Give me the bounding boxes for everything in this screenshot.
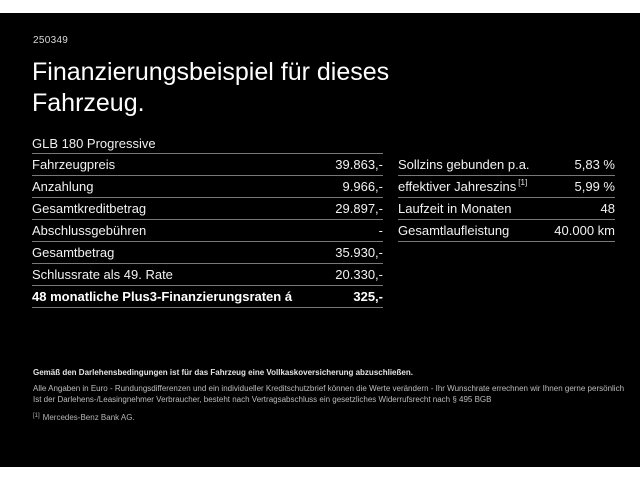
finance-row: Gesamtkreditbetrag 29.897,- bbox=[32, 198, 383, 220]
finance-row-value: 39.863,- bbox=[335, 157, 383, 172]
finance-row-label: Abschlussgebühren bbox=[32, 223, 147, 238]
finance-row-label: Gesamtkreditbetrag bbox=[32, 201, 147, 216]
condition-row: Sollzins gebunden p.a. 5,83 % bbox=[398, 154, 615, 176]
footnote-marker: [1] bbox=[33, 413, 40, 419]
finance-row-value: 29.897,- bbox=[335, 201, 383, 216]
page-title-line1: Finanzierungsbeispiel für dieses bbox=[32, 58, 390, 86]
finance-row: Anzahlung 9.966,- bbox=[32, 176, 383, 198]
condition-row-value: 40.000 km bbox=[554, 223, 615, 238]
finance-row: Fahrzeugpreis 39.863,- bbox=[32, 154, 383, 176]
condition-row: effektiver Jahreszins [1] 5,99 % bbox=[398, 176, 615, 198]
condition-row-label: effektiver Jahreszins [1] bbox=[398, 178, 528, 194]
finance-table: GLB 180 Progressive Fahrzeugpreis 39.863,… bbox=[32, 135, 383, 308]
disclaimer-line-euro: Alle Angaben in Euro - Rundungsdifferenz… bbox=[33, 384, 625, 393]
finance-row-label: Fahrzeugpreis bbox=[32, 157, 116, 172]
footnote-text: Mercedes-Benz Bank AG. bbox=[42, 413, 135, 422]
offer-number: 250349 bbox=[33, 35, 69, 46]
page-title-line2: Fahrzeug. bbox=[32, 89, 145, 117]
condition-row-label: Gesamtlaufleistung bbox=[398, 223, 510, 238]
finance-row-value: 20.330,- bbox=[335, 267, 383, 282]
finance-row-value: - bbox=[378, 223, 383, 238]
footnote-bank: [1] Mercedes-Benz Bank AG. bbox=[33, 412, 625, 423]
finance-row: Gesamtbetrag 35.930,- bbox=[32, 242, 383, 264]
finance-row-label: Gesamtbetrag bbox=[32, 245, 115, 260]
condition-row-footnote-marker: [1] bbox=[518, 178, 528, 187]
condition-row: Laufzeit in Monaten 48 bbox=[398, 198, 615, 220]
letterbox-top bbox=[0, 0, 640, 13]
disclaimer-insurance-note: Gemäß den Darlehensbedingungen ist für d… bbox=[33, 368, 413, 377]
condition-row-value: 5,99 % bbox=[574, 179, 615, 194]
finance-row: Abschlussgebühren - bbox=[32, 220, 383, 242]
finance-rows: Fahrzeugpreis 39.863,- Anzahlung 9.966,- Ges… bbox=[32, 154, 383, 308]
condition-row-value: 48 bbox=[600, 201, 615, 216]
conditions-table: Sollzins gebunden p.a. 5,83 % effektiver J… bbox=[398, 154, 615, 242]
condition-row-label: Sollzins gebunden p.a. bbox=[398, 157, 530, 172]
condition-row-value: 5,83 % bbox=[574, 157, 615, 172]
finance-row-label: Schlussrate als 49. Rate bbox=[32, 267, 173, 282]
finance-row: Schlussrate als 49. Rate 20.330,- bbox=[32, 264, 383, 286]
condition-row-label: Laufzeit in Monaten bbox=[398, 201, 512, 216]
letterbox-bottom bbox=[0, 467, 640, 480]
finance-row-label: Anzahlung bbox=[32, 179, 94, 194]
finance-row-label: 48 monatliche Plus3-Finanzierungsraten á bbox=[32, 289, 293, 304]
finance-row-value: 325,- bbox=[353, 289, 383, 304]
finance-row: 48 monatliche Plus3-Finanzierungsraten á… bbox=[32, 286, 383, 308]
conditions-rows: Sollzins gebunden p.a. 5,83 % effektiver J… bbox=[398, 154, 615, 242]
condition-row: Gesamtlaufleistung 40.000 km bbox=[398, 220, 615, 242]
disclaimer-line-widerruf: Ist der Darlehens-/Leasingnehmer Verbrau… bbox=[33, 395, 492, 404]
finance-row-value: 9.966,- bbox=[342, 179, 383, 194]
finance-row-value: 35.930,- bbox=[335, 245, 383, 260]
disclaimer: Gemäß den Darlehensbedingungen ist für d… bbox=[33, 368, 625, 423]
page-title: Finanzierungsbeispiel für dieses Fahrzeu… bbox=[32, 57, 389, 119]
sheet-content: 250349 Finanzierungsbeispiel für dieses … bbox=[0, 13, 640, 467]
model-name: GLB 180 Progressive bbox=[32, 135, 383, 154]
